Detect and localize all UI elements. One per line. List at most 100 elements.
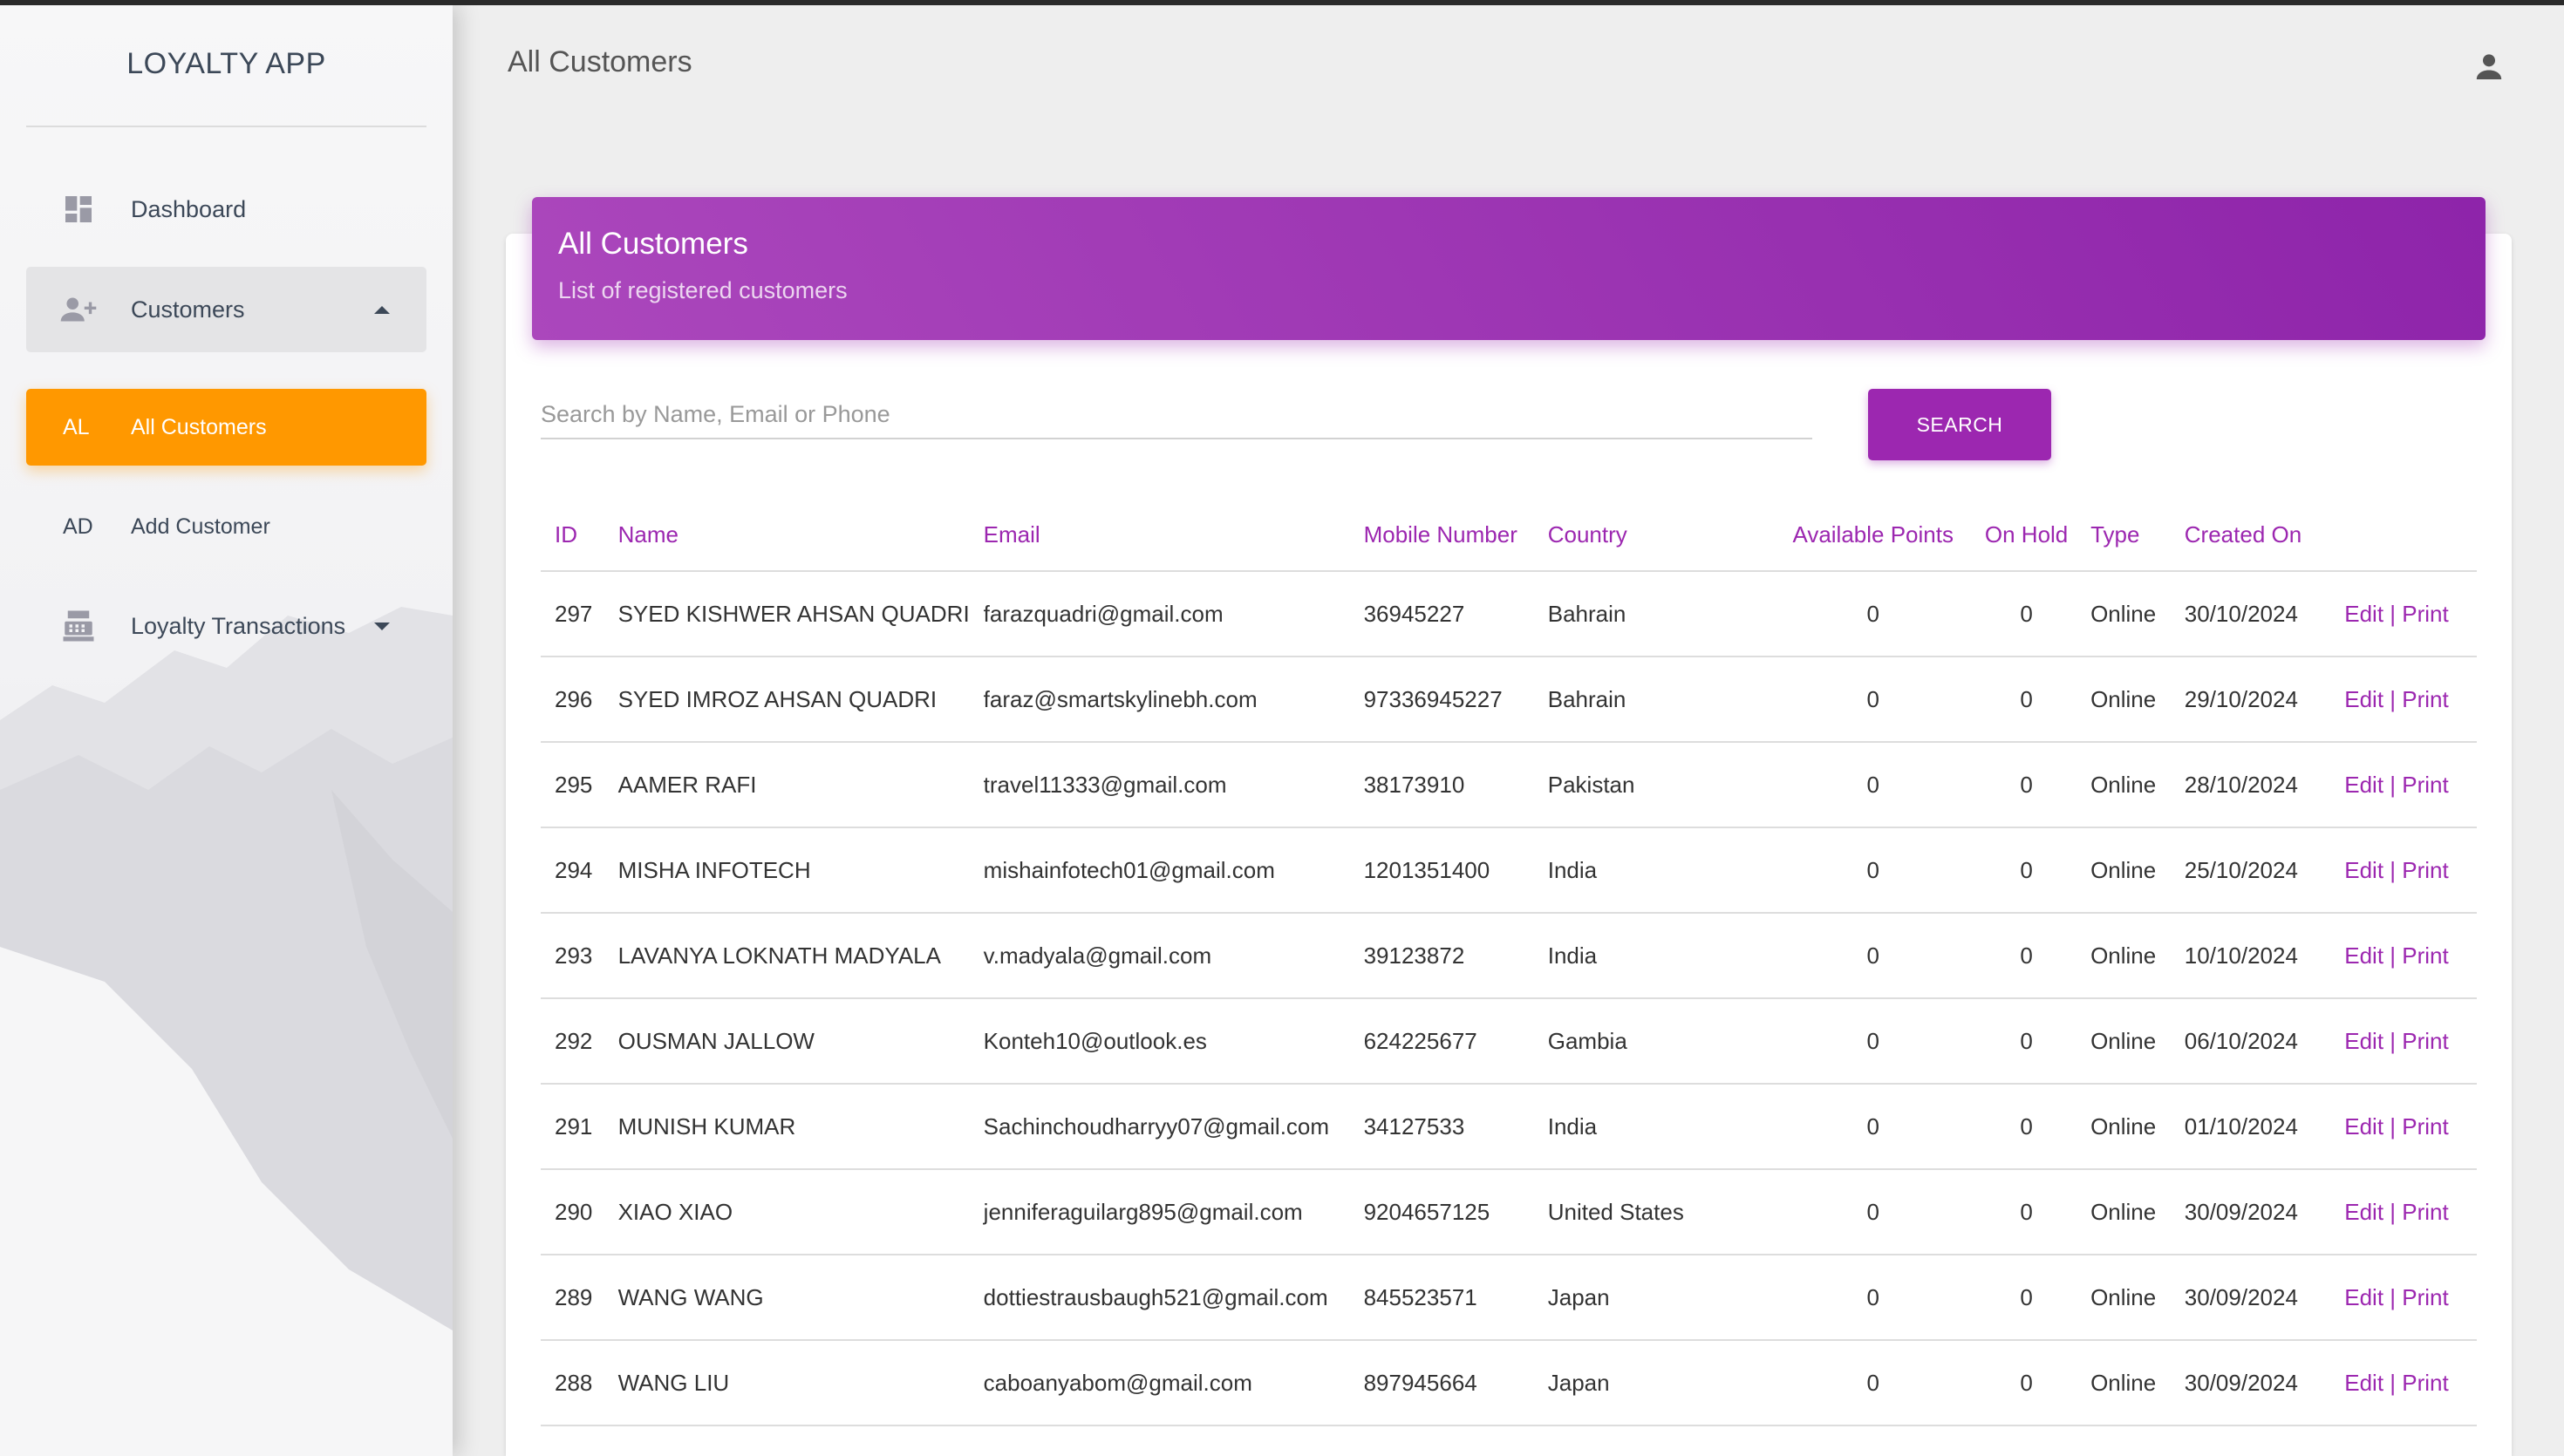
row-type: Online [2076, 827, 2171, 914]
table-row: 294 MISHA INFOTECH mishainfotech01@gmail.c… [541, 827, 2477, 914]
sidebar-item-dashboard[interactable]: Dashboard [26, 183, 426, 235]
sidebar-item-label: Customers [131, 296, 245, 323]
card-header: All Customers List of registered custome… [532, 197, 2486, 340]
account-icon[interactable] [2472, 49, 2506, 84]
table-row: 292 OUSMAN JALLOW Konteh10@outlook.es 62422… [541, 998, 2477, 1085]
row-email: Sachinchoudharryy07@gmail.com [969, 1084, 1350, 1170]
print-link[interactable]: Print [2402, 1112, 2449, 1140]
print-link[interactable]: Print [2402, 856, 2449, 883]
sidebar-item-customers[interactable]: Customers [26, 267, 426, 352]
print-link[interactable]: Print [2402, 1283, 2449, 1310]
column-header-actions [2330, 499, 2477, 572]
row-name: XIAO XIAO [603, 1169, 970, 1255]
edit-link[interactable]: Edit [2344, 771, 2384, 798]
column-header-created-on[interactable]: Created On [2170, 499, 2331, 572]
row-email: dottiestrausbaugh521@gmail.com [969, 1255, 1350, 1341]
column-header-type[interactable]: Type [2076, 499, 2171, 572]
print-link[interactable]: Print [2402, 685, 2449, 712]
action-separator: | [2383, 1027, 2403, 1054]
edit-link[interactable]: Edit [2344, 1369, 2384, 1396]
edit-link[interactable]: Edit [2344, 1027, 2384, 1054]
print-link[interactable]: Print [2402, 942, 2449, 969]
edit-link[interactable]: Edit [2344, 1198, 2384, 1225]
row-type: Online [2076, 1084, 2171, 1170]
sidebar: LOYALTY APP Dashboard Customers AL All C… [0, 5, 453, 1456]
search-input[interactable] [541, 391, 1812, 439]
sidebar-item-all-customers[interactable]: AL All Customers [26, 389, 426, 466]
row-name: SYED IMROZ AHSAN QUADRI [603, 657, 970, 743]
dashboard-icon [59, 190, 98, 228]
row-actions: Edit | Print [2330, 1084, 2477, 1170]
row-available-points: 0 [1770, 1340, 1963, 1426]
row-country: India [1533, 827, 1770, 914]
row-email: mishainfotech01@gmail.com [969, 827, 1350, 914]
print-link[interactable]: Print [2402, 1369, 2449, 1396]
row-created-on: 06/10/2024 [2170, 998, 2331, 1085]
row-id: 289 [541, 1255, 604, 1341]
row-created-on: 30/09/2024 [2170, 1340, 2331, 1426]
edit-link[interactable]: Edit [2344, 1283, 2384, 1310]
column-header-country[interactable]: Country [1533, 499, 1770, 572]
row-id: 297 [541, 571, 604, 657]
row-actions: Edit | Print [2330, 742, 2477, 828]
edit-link[interactable]: Edit [2344, 856, 2384, 883]
print-link[interactable]: Print [2402, 1198, 2449, 1225]
edit-link[interactable]: Edit [2344, 1112, 2384, 1140]
row-type: Online [2076, 1255, 2171, 1341]
edit-link[interactable]: Edit [2344, 600, 2384, 627]
row-mobile: 38173910 [1349, 742, 1534, 828]
row-name: LAVANYA LOKNATH MADYALA [603, 913, 970, 999]
column-header-available-points[interactable]: Available Points [1770, 499, 1963, 572]
print-link[interactable]: Print [2402, 771, 2449, 798]
row-on-hold: 0 [1962, 1255, 2077, 1341]
chevron-down-icon [374, 622, 390, 630]
print-link[interactable]: Print [2402, 600, 2449, 627]
row-country: India [1533, 913, 1770, 999]
action-separator: | [2383, 1369, 2403, 1396]
card-title: All Customers [558, 227, 748, 261]
row-id: 291 [541, 1084, 604, 1170]
sidebar-item-add-customer[interactable]: AD Add Customer [26, 500, 426, 553]
table-row: 290 XIAO XIAO jenniferaguilarg895@gmail.co… [541, 1169, 2477, 1255]
row-available-points: 0 [1770, 913, 1963, 999]
table-row: 297 SYED KISHWER AHSAN QUADRI farazquadri@… [541, 571, 2477, 657]
table-row: 289 WANG WANG dottiestrausbaugh521@gmail.c… [541, 1255, 2477, 1341]
row-id: 294 [541, 827, 604, 914]
row-mobile: 9204657125 [1349, 1169, 1534, 1255]
row-id: 288 [541, 1340, 604, 1426]
edit-link[interactable]: Edit [2344, 685, 2384, 712]
column-header-on-hold[interactable]: On Hold [1962, 499, 2077, 572]
row-on-hold: 0 [1962, 1084, 2077, 1170]
column-header-id[interactable]: ID [541, 499, 604, 572]
row-available-points: 0 [1770, 742, 1963, 828]
sidebar-item-label: All Customers [131, 414, 267, 439]
column-header-email[interactable]: Email [969, 499, 1350, 572]
row-id: 293 [541, 913, 604, 999]
action-separator: | [2383, 1283, 2403, 1310]
row-available-points: 0 [1770, 827, 1963, 914]
edit-link[interactable]: Edit [2344, 942, 2384, 969]
sidebar-item-loyalty-transactions[interactable]: Loyalty Transactions [26, 598, 426, 654]
row-type: Online [2076, 998, 2171, 1085]
row-country: Bahrain [1533, 571, 1770, 657]
row-created-on: 10/10/2024 [2170, 913, 2331, 999]
column-header-name[interactable]: Name [603, 499, 970, 572]
row-id: 292 [541, 998, 604, 1085]
row-email: caboanyabom@gmail.com [969, 1340, 1350, 1426]
row-actions: Edit | Print [2330, 571, 2477, 657]
row-available-points: 0 [1770, 571, 1963, 657]
row-on-hold: 0 [1962, 998, 2077, 1085]
sidebar-item-label: Dashboard [131, 195, 247, 222]
sidebar-background-mountain [0, 607, 453, 1456]
row-country: Japan [1533, 1255, 1770, 1341]
row-available-points: 0 [1770, 1169, 1963, 1255]
print-link[interactable]: Print [2402, 1027, 2449, 1054]
search-button[interactable]: SEARCH [1868, 389, 2051, 460]
row-email: v.madyala@gmail.com [969, 913, 1350, 999]
row-on-hold: 0 [1962, 657, 2077, 743]
person-add-icon [59, 290, 98, 329]
action-separator: | [2383, 771, 2403, 798]
row-mobile: 845523571 [1349, 1255, 1534, 1341]
column-header-mobile[interactable]: Mobile Number [1349, 499, 1534, 572]
app-brand[interactable]: LOYALTY APP [126, 47, 326, 80]
